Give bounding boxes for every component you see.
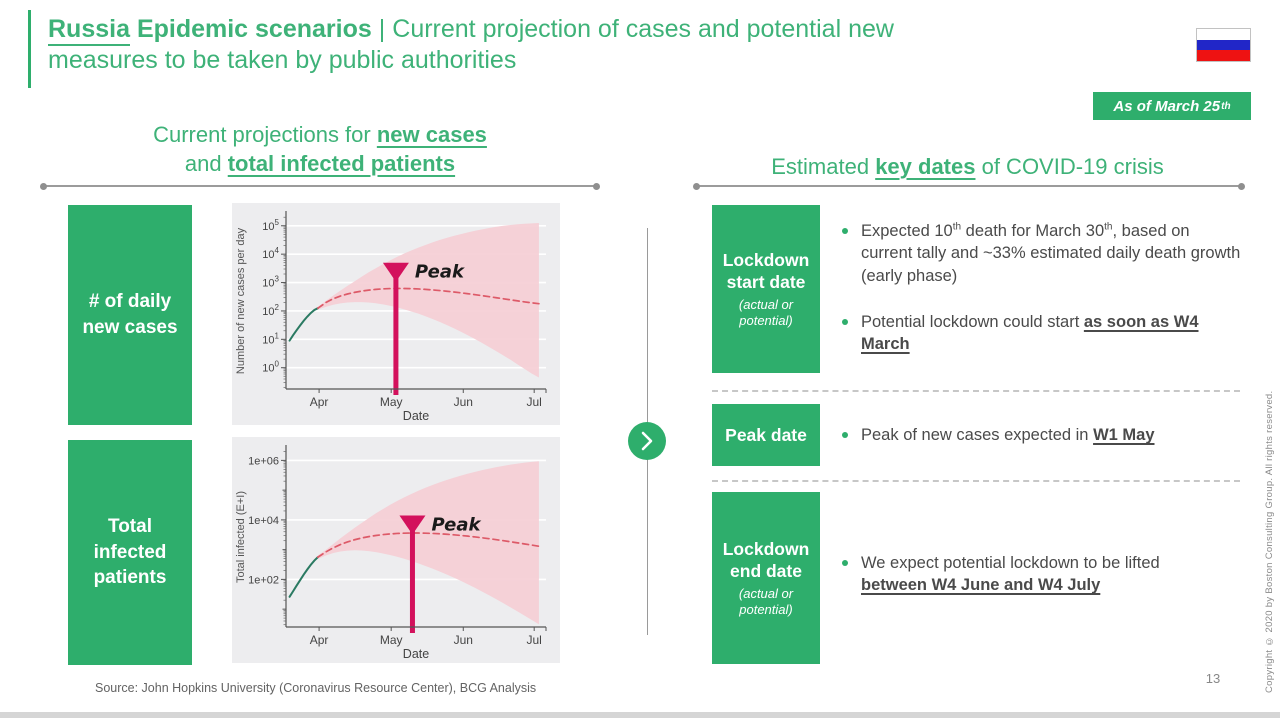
- title-topic: Epidemic scenarios: [136, 15, 372, 43]
- chevron-right-icon: [628, 422, 666, 460]
- russia-flag-icon: [1196, 28, 1251, 62]
- key-date-box-subtitle: (actual or potential): [738, 296, 794, 328]
- total-infected-chart: Peak 1e+02 1e+04 1e+06 Apr May Jun Jul Date Total…: [232, 437, 560, 663]
- title-subtitle-line1: Current projection of cases and potentia…: [392, 15, 894, 43]
- key-date-box-lockdown-end: Lockdown end date (actual or potential): [712, 492, 820, 664]
- svg-text:Total infected (E+I): Total infected (E+I): [235, 491, 247, 583]
- svg-text:Jul: Jul: [527, 395, 542, 409]
- svg-text:Number of new cases per day: Number of new cases per day: [235, 227, 247, 374]
- source-note: Source: John Hopkins University (Coronav…: [95, 681, 537, 695]
- key-date-box-title: Peak date: [725, 424, 807, 445]
- title-divider: |: [378, 15, 386, 43]
- key-date-box-lockdown-start: Lockdown start date (actual or potential…: [712, 205, 820, 373]
- bullet-text: Potential lockdown could start as soon a…: [861, 312, 1199, 354]
- daily-new-cases-chart-card: Peak 100 101 102 103 104 105 Apr May Jun Jul Date Nu…: [232, 203, 560, 425]
- svg-text:May: May: [380, 633, 403, 647]
- key-date-box-peak-date: Peak date: [712, 404, 820, 466]
- copyright-note: Copyright © 2020 by Boston Consulting Gr…: [1264, 390, 1275, 693]
- bullet-icon: [842, 318, 848, 325]
- rule-endpoint-icon: [593, 182, 600, 190]
- row-label-total-infected: Total infected patients: [68, 440, 192, 665]
- bullet-text: We expect potential lockdown to be lifte…: [861, 554, 1160, 595]
- svg-text:Peak: Peak: [415, 262, 465, 283]
- bullet-icon: [842, 228, 848, 234]
- peak-date-bullets: Peak of new cases expected in W1 May: [842, 424, 1242, 460]
- title-country: Russia: [48, 15, 130, 46]
- right-header-text2: of COVID-19 crisis: [975, 154, 1164, 179]
- list-item: We expect potential lockdown to be lifte…: [842, 552, 1197, 597]
- left-column-header: Current projections for new cases and to…: [60, 120, 580, 178]
- title-accent-bar: [28, 10, 31, 88]
- flag-stripe-white: [1197, 29, 1250, 40]
- flag-stripe-red: [1197, 50, 1250, 62]
- svg-text:Peak: Peak: [431, 515, 481, 536]
- svg-text:Apr: Apr: [310, 395, 329, 409]
- lockdown-start-bullets: Expected 10th death for March 30th, base…: [842, 220, 1242, 369]
- row-label-text: Total infected patients: [93, 516, 167, 589]
- svg-text:1e+06: 1e+06: [248, 455, 279, 467]
- right-column-header: Estimated key dates of COVID-19 crisis: [690, 152, 1245, 181]
- left-header-text2: and: [184, 151, 228, 176]
- bullet-icon: [842, 432, 848, 438]
- svg-text:1e+04: 1e+04: [248, 515, 279, 527]
- list-item: Peak of new cases expected in W1 May: [842, 424, 1242, 446]
- left-header-text: Current projections for: [153, 122, 377, 147]
- left-header-em2: total infected patients: [227, 151, 456, 176]
- total-infected-chart-card: Peak 1e+02 1e+04 1e+06 Apr May Jun Jul Date Total…: [232, 437, 560, 663]
- right-header-text: Estimated: [771, 154, 876, 179]
- rule-endpoint-icon: [1238, 182, 1245, 190]
- key-date-box-title: Lockdown end date: [722, 538, 810, 582]
- rule-endpoint-icon: [693, 182, 700, 190]
- left-header-em1: new cases: [376, 122, 487, 147]
- row-label-text: # of daily new cases: [82, 291, 178, 338]
- chevron-glyph: [641, 431, 653, 451]
- key-date-box-title: Lockdown start date: [722, 249, 810, 293]
- bullet-text: Expected 10th death for March 30th, base…: [861, 221, 1241, 285]
- svg-text:Date: Date: [403, 409, 429, 423]
- left-header-rule: [40, 182, 600, 190]
- svg-text:Date: Date: [403, 647, 429, 661]
- svg-text:Jun: Jun: [454, 633, 473, 647]
- slide-title: Russia Epidemic scenarios | Current projec…: [48, 14, 1183, 76]
- flag-stripe-blue: [1197, 39, 1250, 51]
- dashed-separator: [712, 480, 1240, 482]
- bullet-text: Peak of new cases expected in W1 May: [861, 426, 1155, 444]
- svg-text:May: May: [380, 395, 403, 409]
- right-header-rule: [693, 182, 1245, 190]
- list-item: Potential lockdown could start as soon a…: [842, 311, 1242, 356]
- svg-text:Jul: Jul: [527, 633, 542, 647]
- title-subtitle-line2: measures to be taken by public authoriti…: [48, 46, 517, 74]
- key-date-box-subtitle: (actual or potential): [738, 585, 794, 617]
- page-number: 13: [1205, 671, 1221, 686]
- dashed-separator: [712, 390, 1240, 392]
- list-item: Expected 10th death for March 30th, base…: [842, 220, 1242, 287]
- bullet-icon: [842, 560, 848, 566]
- lockdown-end-bullets: We expect potential lockdown to be lifte…: [842, 552, 1197, 611]
- rule-endpoint-icon: [40, 182, 47, 190]
- row-label-daily-new-cases: # of daily new cases: [68, 205, 192, 425]
- svg-text:Apr: Apr: [310, 633, 329, 647]
- slide-bottom-edge: [0, 712, 1280, 718]
- right-header-em: key dates: [875, 154, 976, 179]
- svg-text:1e+02: 1e+02: [248, 574, 279, 586]
- svg-text:Jun: Jun: [454, 395, 473, 409]
